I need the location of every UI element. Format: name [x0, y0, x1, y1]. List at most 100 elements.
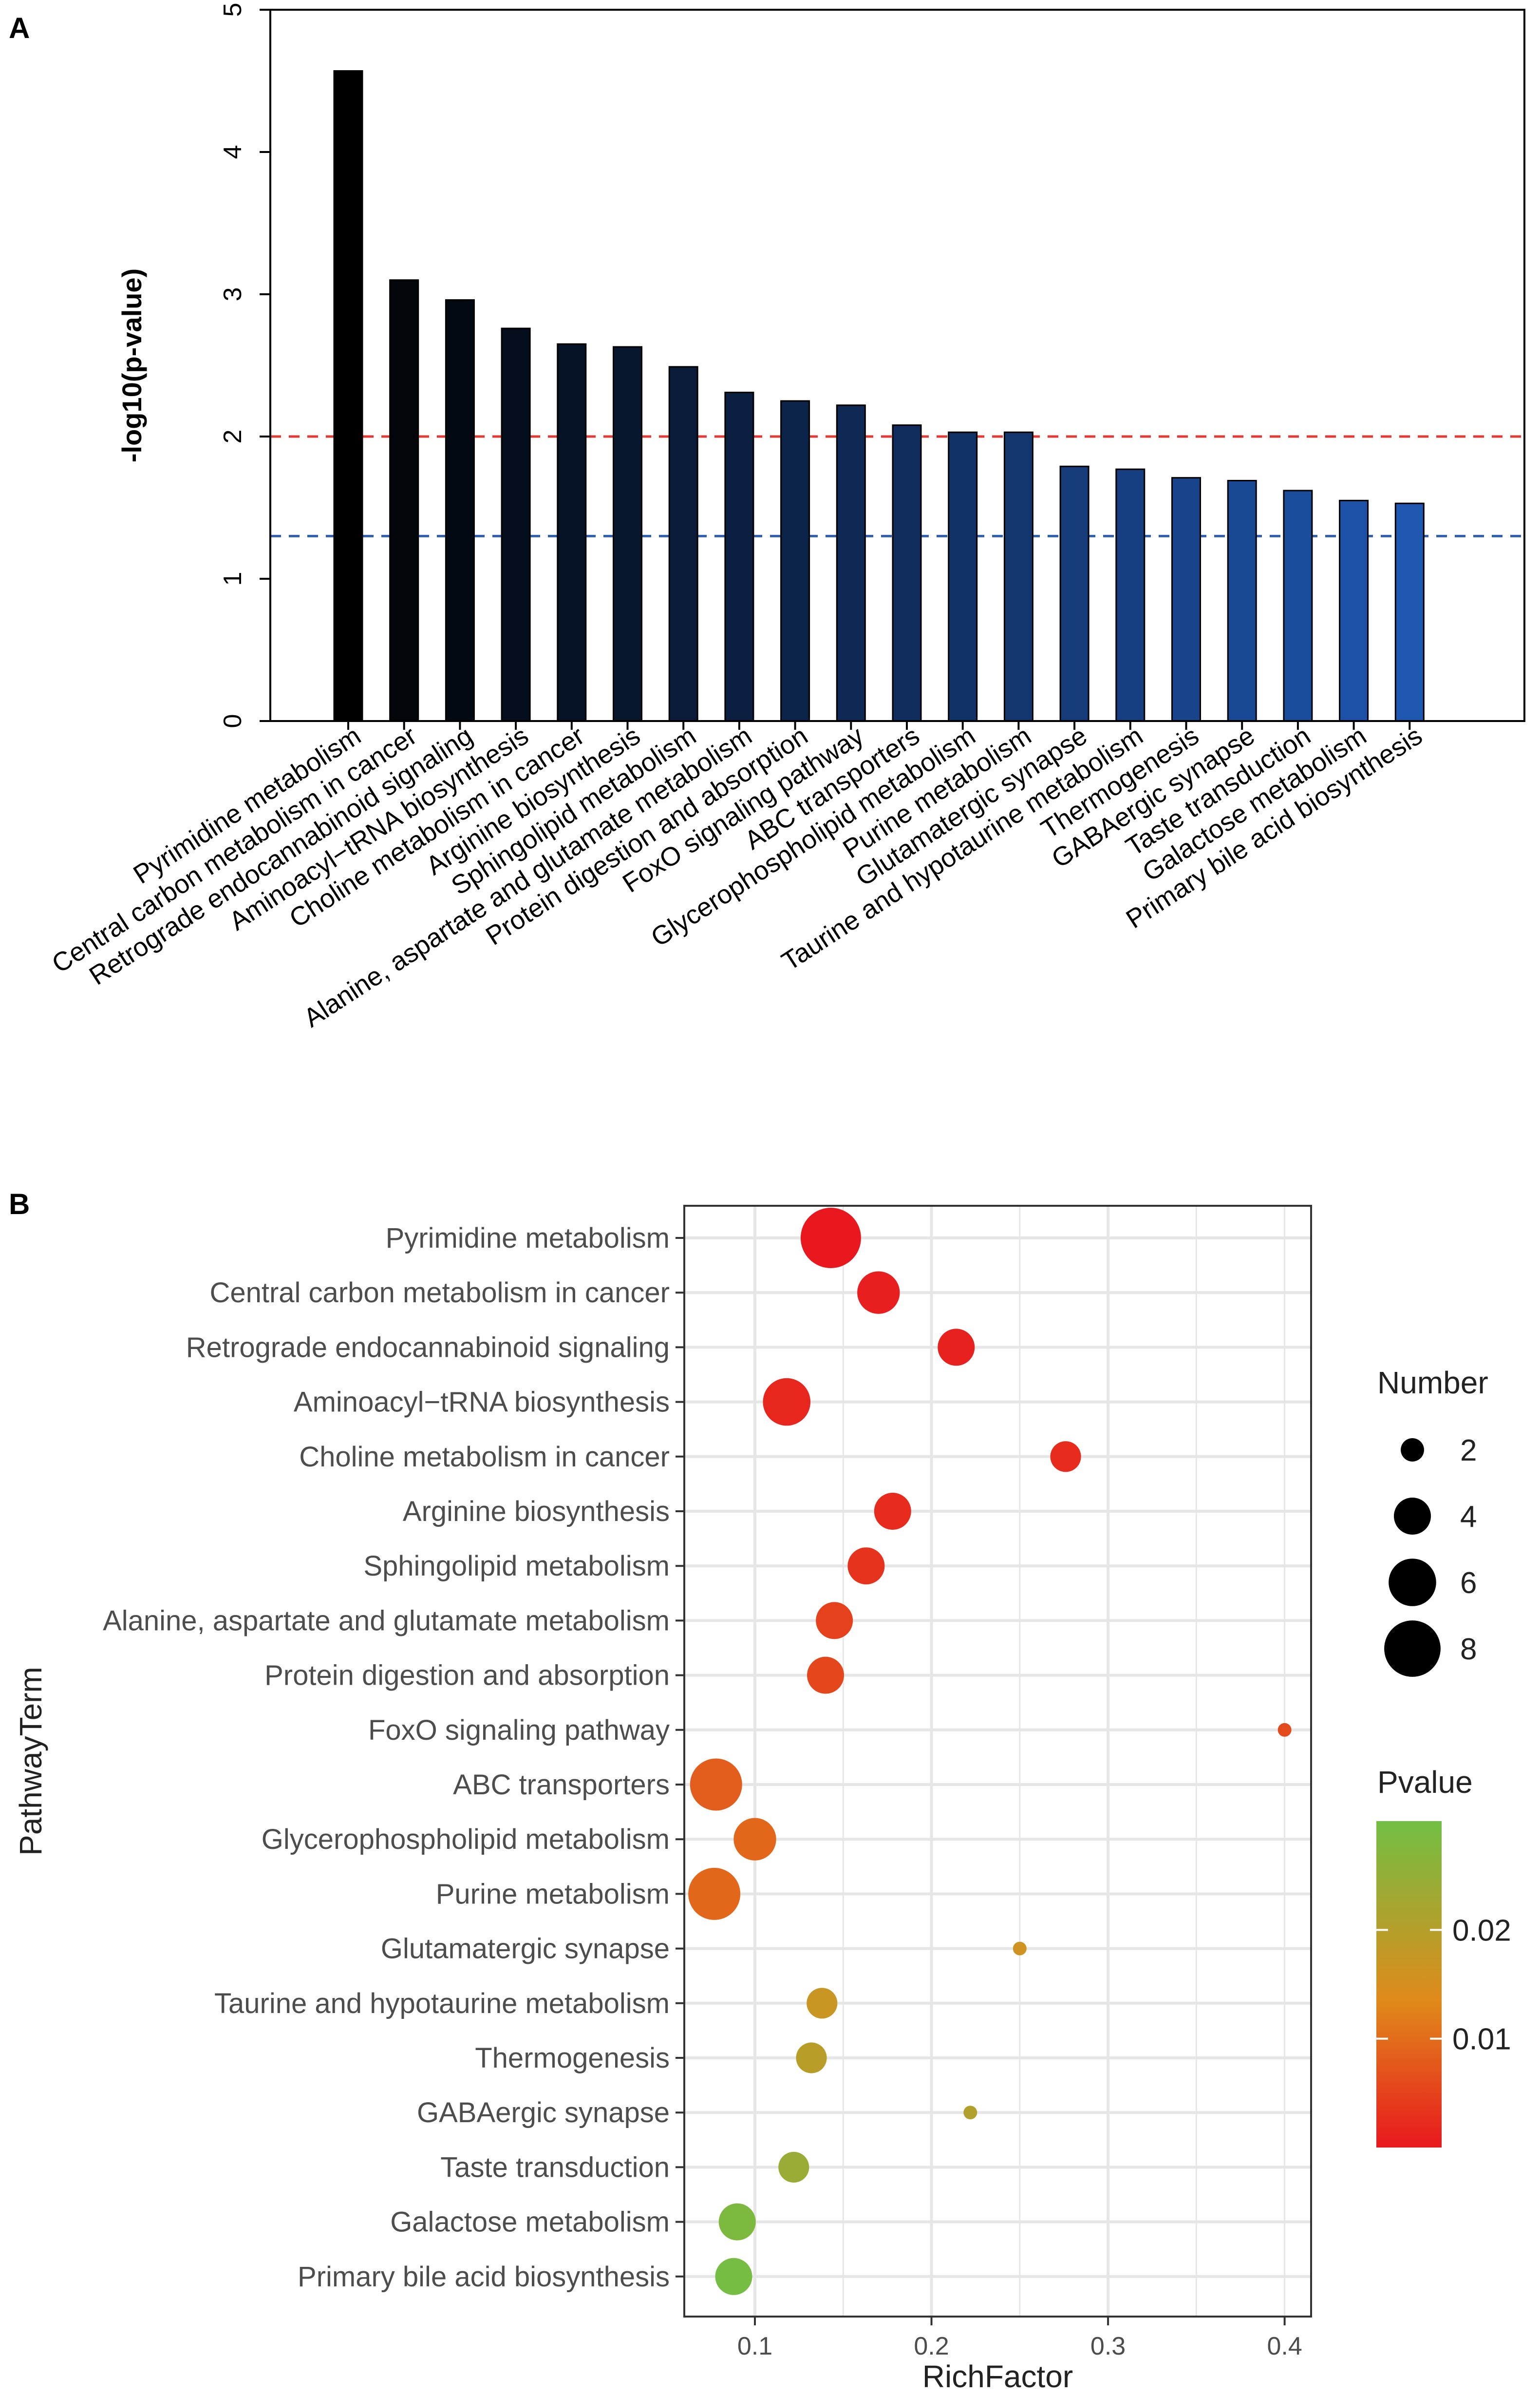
y-tick-label: Glycerophospholipid metabolism	[262, 1824, 670, 1855]
bubble-14	[1013, 1941, 1027, 1956]
bubble-10	[1277, 1723, 1292, 1737]
bubble-18	[778, 2151, 809, 2183]
bubble-11	[690, 1758, 742, 1811]
bar-chart-reference-lines	[270, 435, 1524, 537]
legend-size-items: 2 4 6 8	[1384, 1434, 1477, 1677]
bar-9	[780, 400, 810, 722]
bar-18	[1283, 490, 1313, 722]
bubble-chart-panel: Pyrimidine metabolism Central carbon meta…	[13, 1205, 1511, 2394]
colorbar-tick-label: 0.02	[1452, 1914, 1511, 1947]
y-tick-label: 2	[219, 430, 247, 444]
y-tick-label: Aminoacyl−tRNA biosynthesis	[294, 1387, 670, 1418]
y-tick-label: Galactose metabolism	[390, 2206, 670, 2238]
y-tick-label: 0	[219, 714, 247, 728]
bar-chart-frame	[269, 9, 1525, 722]
legend-size-label: 8	[1460, 1633, 1477, 1666]
bubble-1	[800, 1208, 861, 1268]
bubble-chart-plot-background	[684, 1206, 1311, 2317]
bubble-chart-legend: Number 2 4 6 8 Pvalue 0.01 0.02	[1376, 1365, 1511, 2148]
x-tick-label: 0.1	[737, 2332, 772, 2360]
bar-7	[668, 366, 698, 722]
bar-2	[389, 279, 419, 722]
bar-5	[557, 343, 587, 722]
bar-1	[333, 70, 363, 722]
y-tick-label: 5	[219, 3, 247, 17]
y-tick-label: 3	[219, 287, 247, 302]
bar-chart-bars	[333, 70, 1425, 722]
y-tick-label: Pyrimidine metabolism	[386, 1222, 670, 1254]
x-tick-label: 0.2	[914, 2332, 949, 2360]
bubble-20	[715, 2258, 752, 2295]
bubble-chart-points	[688, 1208, 1292, 2295]
bar-19	[1339, 499, 1369, 722]
bar-8	[724, 391, 754, 722]
bar-12	[948, 431, 978, 722]
bubble-7	[847, 1547, 885, 1585]
bar-16	[1171, 477, 1201, 722]
legend-color-title: Pvalue	[1377, 1765, 1473, 1800]
bubble-chart-y-axis-label: PathwayTerm	[13, 1667, 48, 1856]
y-tick-label: Arginine biosynthesis	[403, 1496, 670, 1527]
legend-size-label: 4	[1460, 1500, 1477, 1534]
y-tick-label: Retrograde endocannabinoid signaling	[186, 1331, 670, 1363]
y-tick-label: ABC transporters	[453, 1769, 670, 1801]
bar-6	[613, 346, 642, 722]
bubble-2	[857, 1271, 900, 1314]
bubble-chart-frame	[683, 1205, 1312, 2318]
y-tick-label: 1	[219, 572, 247, 586]
bubble-15	[807, 1988, 838, 2019]
x-tick-label: 0.3	[1090, 2332, 1126, 2360]
legend-colorbar-ticks: 0.01 0.02	[1376, 1914, 1511, 2056]
legend-size-label: 6	[1460, 1566, 1477, 1600]
bar-15	[1115, 468, 1146, 722]
bubble-5	[1050, 1441, 1081, 1472]
legend-size-label: 2	[1460, 1434, 1477, 1467]
bubble-9	[807, 1656, 845, 1694]
bubble-13	[688, 1867, 741, 1920]
y-tick-label: Thermogenesis	[475, 2042, 670, 2074]
legend-size-dot	[1389, 1559, 1436, 1606]
y-tick-label: Taste transduction	[440, 2151, 670, 2183]
bubble-16	[796, 2042, 827, 2073]
legend-size-dot	[1384, 1620, 1441, 1677]
y-tick-label: Central carbon metabolism in cancer	[209, 1277, 670, 1309]
bubble-chart-x-axis-label: RichFactor	[922, 2359, 1073, 2394]
y-tick-label: Alanine, aspartate and glutamate metabol…	[103, 1605, 670, 1636]
bubble-3	[938, 1329, 975, 1366]
bar-4	[501, 327, 531, 722]
legend-size-dot	[1394, 1498, 1431, 1535]
x-tick-label: 0.4	[1267, 2332, 1302, 2360]
y-tick-label: Taurine and hypotaurine metabolism	[214, 1988, 670, 2019]
bubble-6	[874, 1493, 911, 1530]
bar-11	[892, 424, 922, 722]
y-tick-label: Glutamatergic synapse	[381, 1933, 670, 1965]
y-tick-label: Purine metabolism	[436, 1878, 670, 1910]
bar-20	[1394, 502, 1425, 722]
bubble-19	[718, 2203, 756, 2241]
y-tick-label: Sphingolipid metabolism	[363, 1550, 670, 1582]
bubble-chart-x-tick-labels: 0.1 0.2 0.3 0.4	[737, 2317, 1302, 2360]
legend-colorbar	[1376, 1821, 1442, 2148]
y-tick-label: 4	[219, 145, 247, 159]
bar-17	[1227, 480, 1257, 722]
bubble-8	[816, 1602, 853, 1639]
y-tick-label: Protein digestion and absorption	[264, 1660, 670, 1692]
y-tick-label: Primary bile acid biosynthesis	[298, 2261, 670, 2293]
legend-size-dot	[1401, 1438, 1424, 1462]
bubble-chart-grid	[684, 1206, 1311, 2317]
bar-3	[445, 299, 475, 722]
y-tick-label: FoxO signaling pathway	[368, 1714, 670, 1746]
bar-chart-y-axis-label: -log10(p-value)	[116, 268, 147, 462]
bubble-chart-y-tick-labels: Pyrimidine metabolism Central carbon meta…	[103, 1222, 684, 2293]
bubble-12	[733, 1818, 776, 1861]
bubble-17	[963, 2106, 977, 2120]
legend-size-title: Number	[1377, 1365, 1488, 1400]
bubble-4	[763, 1378, 811, 1426]
colorbar-tick-label: 0.01	[1452, 2023, 1511, 2056]
bar-10	[836, 404, 866, 722]
y-tick-label: Choline metabolism in cancer	[299, 1441, 670, 1473]
bar-13	[1003, 431, 1033, 722]
panel-b-label: B	[9, 1188, 30, 1220]
bar-chart-y-axis: 0 1 2 3 4 5	[219, 3, 270, 728]
